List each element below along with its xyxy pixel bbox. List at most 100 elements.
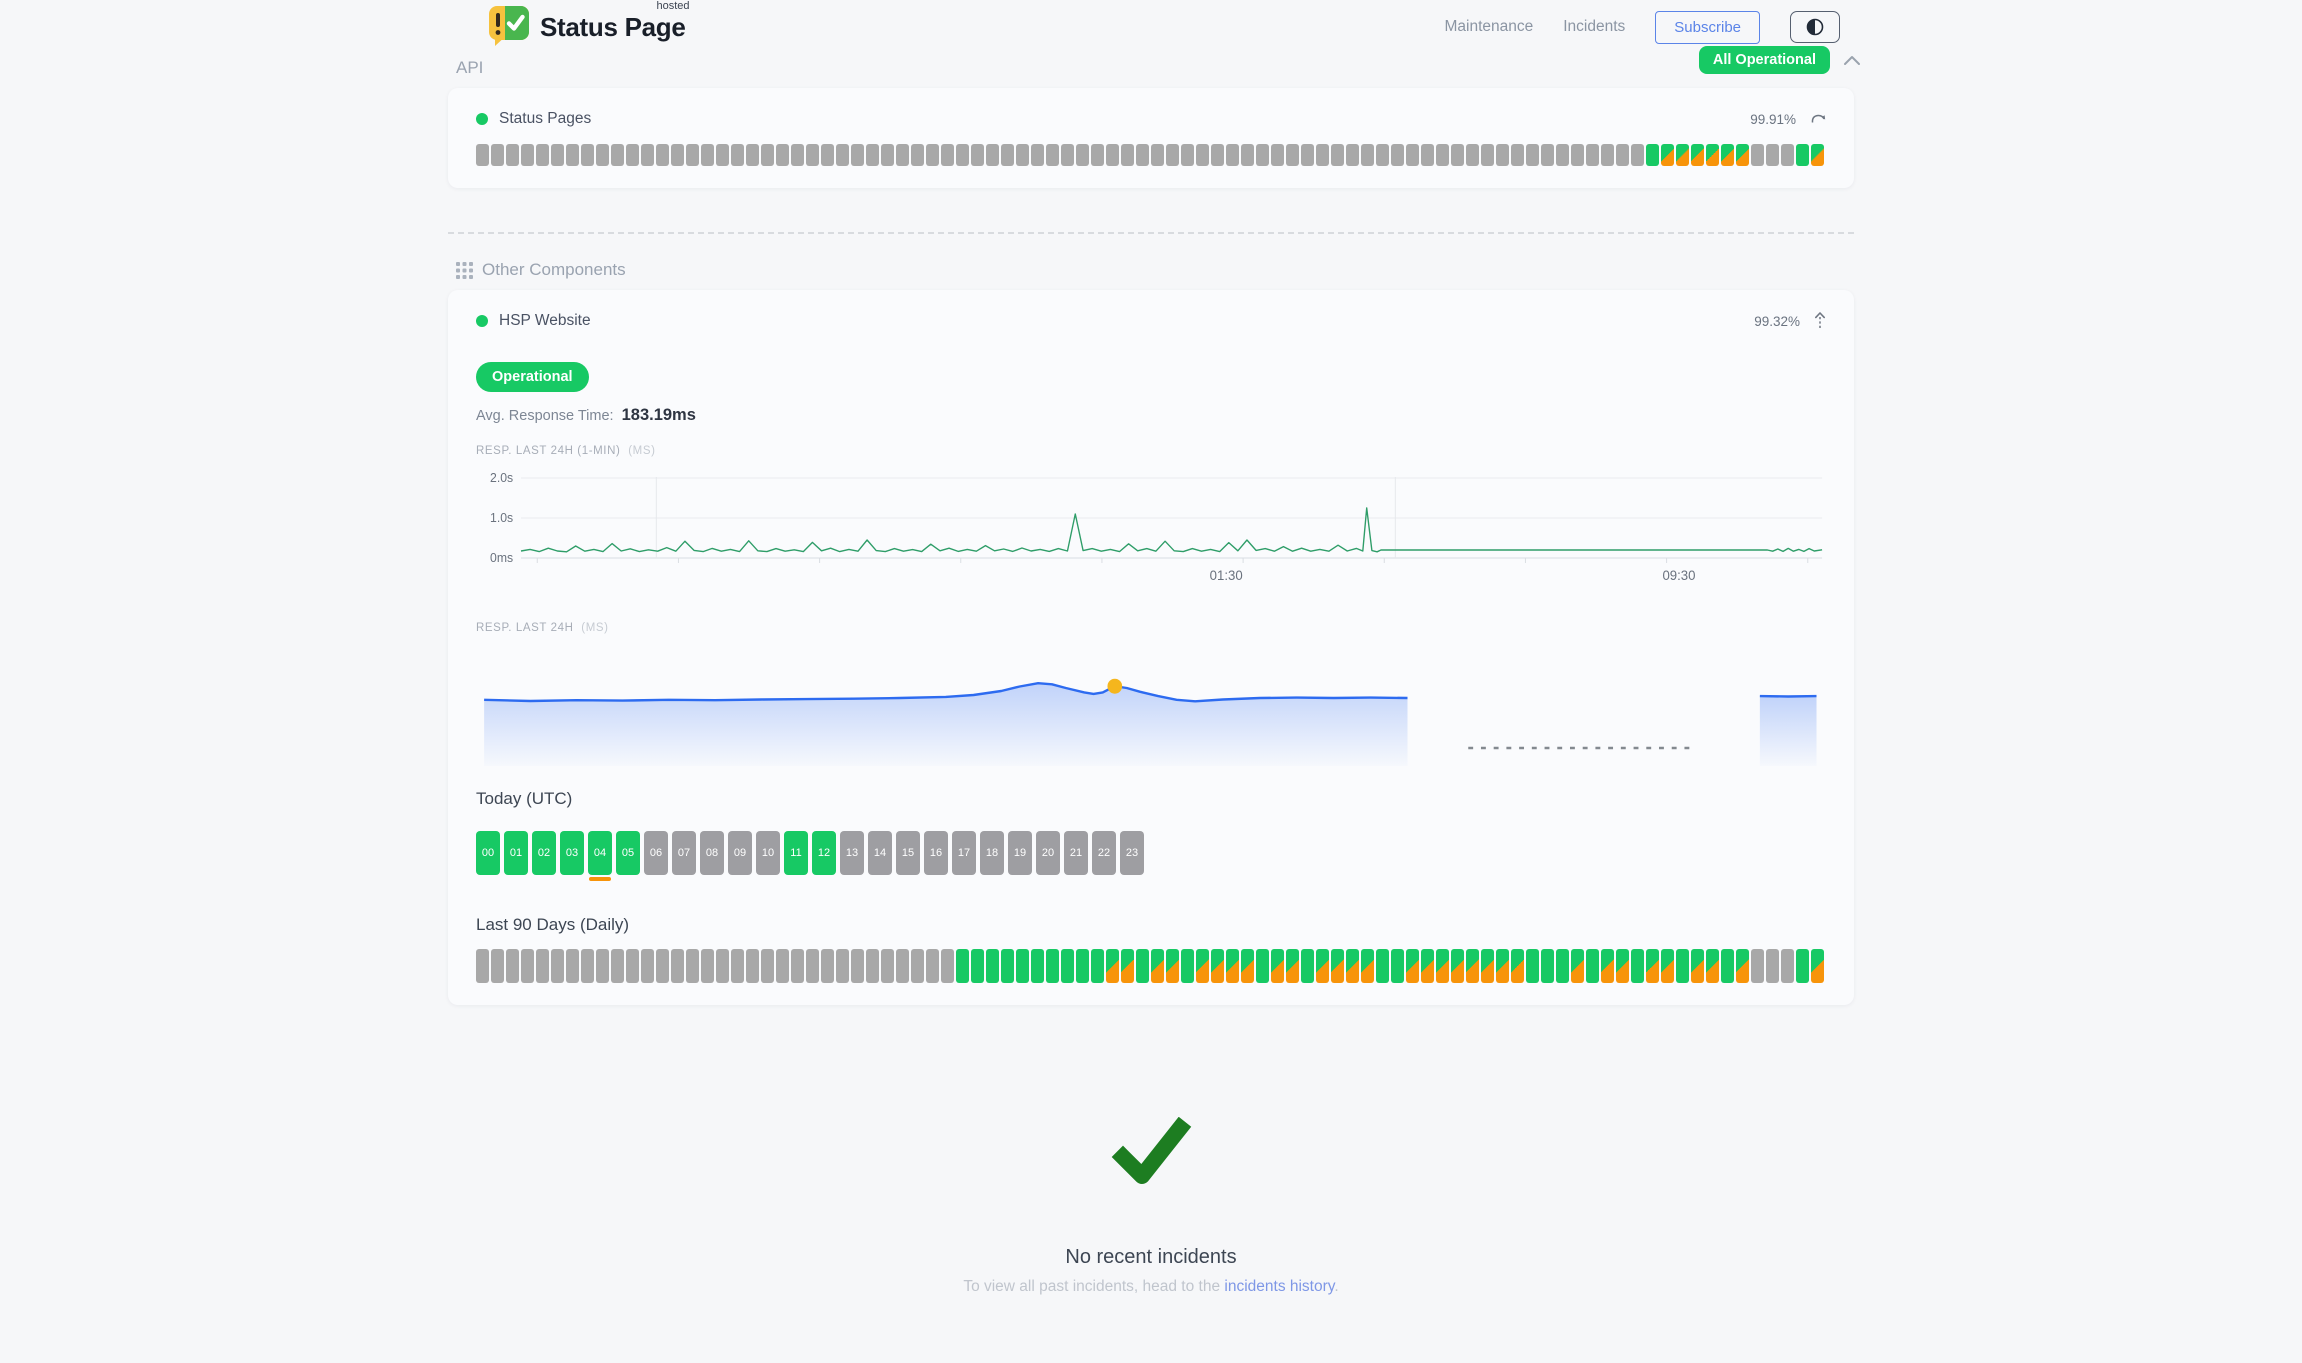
uptime-bar[interactable] [716,144,729,166]
uptime-bar[interactable] [881,949,894,983]
uptime-bar[interactable] [1556,949,1569,983]
uptime-bar[interactable] [701,949,714,983]
uptime-bar[interactable] [506,949,519,983]
uptime-bar[interactable] [596,949,609,983]
hour-block-20[interactable]: 20 [1036,831,1060,875]
uptime-bar[interactable] [1211,144,1224,166]
hour-block-01[interactable]: 01 [504,831,528,875]
uptime-bar[interactable] [1016,144,1029,166]
uptime-bar[interactable] [806,144,819,166]
uptime-bar[interactable] [686,144,699,166]
uptime-bar[interactable] [476,949,489,983]
uptime-bar[interactable] [1211,949,1224,983]
uptime-bar[interactable] [791,144,804,166]
uptime-bar[interactable] [836,949,849,983]
uptime-bar[interactable] [671,949,684,983]
uptime-bar[interactable] [626,144,639,166]
uptime-bar[interactable] [1076,949,1089,983]
hour-block-04[interactable]: 04 [588,831,612,881]
nav-incidents[interactable]: Incidents [1563,18,1626,35]
uptime-bar[interactable] [851,949,864,983]
uptime-bar[interactable] [1496,949,1509,983]
uptime-bar[interactable] [1661,949,1674,983]
uptime-bar[interactable] [1571,144,1584,166]
uptime-bar[interactable] [1766,949,1779,983]
uptime-bar[interactable] [1661,144,1674,166]
uptime-bar[interactable] [1346,949,1359,983]
hour-block-18[interactable]: 18 [980,831,1004,875]
uptime-bar[interactable] [746,949,759,983]
uptime-bar[interactable] [806,949,819,983]
uptime-bar[interactable] [986,144,999,166]
uptime-bar[interactable] [1301,144,1314,166]
hour-block-22[interactable]: 22 [1092,831,1116,875]
uptime-bar[interactable] [1631,144,1644,166]
uptime-bar[interactable] [1271,949,1284,983]
hour-block-07[interactable]: 07 [672,831,696,875]
uptime-bar[interactable] [1391,949,1404,983]
uptime-bar[interactable] [1091,144,1104,166]
uptime-bar[interactable] [1091,949,1104,983]
uptime-bar[interactable] [1526,144,1539,166]
uptime-bar[interactable] [1736,949,1749,983]
hour-block-16[interactable]: 16 [924,831,948,875]
uptime-bar[interactable] [686,949,699,983]
uptime-bar[interactable] [1181,144,1194,166]
hour-block-14[interactable]: 14 [868,831,892,875]
hour-block-23[interactable]: 23 [1120,831,1144,875]
uptime-bar[interactable] [1031,144,1044,166]
uptime-bar[interactable] [671,144,684,166]
uptime-bar[interactable] [731,144,744,166]
uptime-bar[interactable] [1646,949,1659,983]
uptime-bar[interactable] [1001,949,1014,983]
uptime-bar[interactable] [1391,144,1404,166]
uptime-bar[interactable] [1541,144,1554,166]
uptime-bar[interactable] [1286,144,1299,166]
uptime-bar[interactable] [1286,949,1299,983]
uptime-bar[interactable] [896,949,909,983]
uptime-bar[interactable] [986,949,999,983]
subscribe-button[interactable]: Subscribe [1655,10,1760,44]
uptime-bar[interactable] [1271,144,1284,166]
uptime-bar[interactable] [956,949,969,983]
uptime-bar[interactable] [1226,949,1239,983]
uptime-bar[interactable] [1781,949,1794,983]
uptime-bar[interactable] [1256,144,1269,166]
uptime-bar[interactable] [731,949,744,983]
uptime-bar[interactable] [866,949,879,983]
uptime-bar[interactable] [1736,144,1749,166]
chevron-up-icon[interactable] [1842,53,1862,67]
uptime-bar[interactable] [1451,949,1464,983]
hour-block-19[interactable]: 19 [1008,831,1032,875]
uptime-bar[interactable] [836,144,849,166]
uptime-bar[interactable] [1316,949,1329,983]
hour-block-06[interactable]: 06 [644,831,668,875]
incidents-history-link[interactable]: incidents history [1224,1278,1335,1295]
uptime-bar[interactable] [611,144,624,166]
hour-block-08[interactable]: 08 [700,831,724,875]
hour-block-13[interactable]: 13 [840,831,864,875]
hour-block-11[interactable]: 11 [784,831,808,875]
uptime-bar[interactable] [1436,949,1449,983]
uptime-bar[interactable] [1541,949,1554,983]
uptime-bar[interactable] [581,144,594,166]
uptime-bar[interactable] [506,144,519,166]
uptime-bar[interactable] [926,949,939,983]
uptime-bar[interactable] [1316,144,1329,166]
uptime-bar[interactable] [1676,949,1689,983]
uptime-bar[interactable] [1226,144,1239,166]
uptime-bar[interactable] [1001,144,1014,166]
uptime-bar[interactable] [1706,144,1719,166]
uptime-bar[interactable] [521,144,534,166]
uptime-bar[interactable] [1601,144,1614,166]
uptime-bar[interactable] [1151,144,1164,166]
uptime-bar[interactable] [1106,949,1119,983]
uptime-bar[interactable] [926,144,939,166]
uptime-bar[interactable] [1181,949,1194,983]
uptime-bar[interactable] [761,949,774,983]
uptime-bar[interactable] [566,949,579,983]
uptime-bar[interactable] [626,949,639,983]
uptime-bar[interactable] [1796,949,1809,983]
uptime-bar[interactable] [1616,949,1629,983]
uptime-bar[interactable] [956,144,969,166]
